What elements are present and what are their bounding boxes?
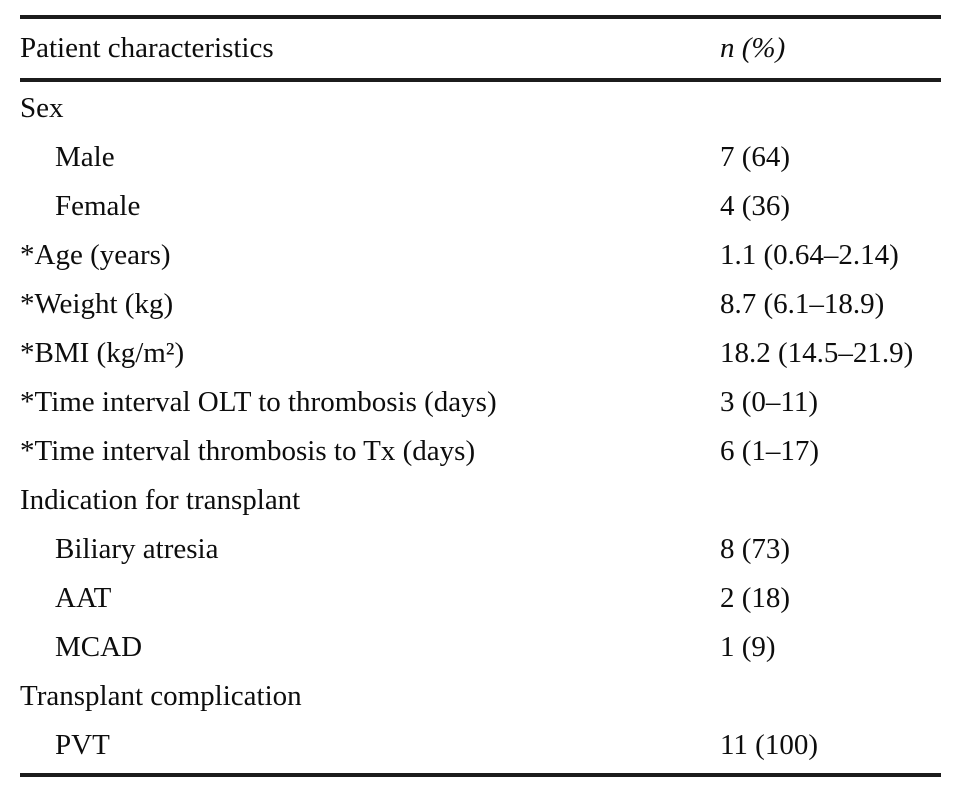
row-aat: AAT 2 (18) [20,574,941,623]
row-value: 1 (9) [720,631,776,663]
row-value: 8.7 (6.1–18.9) [720,288,885,320]
row-male: Male 7 (64) [20,133,941,182]
row-pvt: PVT 11 (100) [20,721,941,770]
top-rule [20,15,941,19]
row-label: MCAD [55,631,143,663]
row-age: *Age (years) 1.1 (0.64–2.14) [20,231,941,280]
row-label: *Weight (kg) [20,288,174,320]
row-value: 2 (18) [720,582,791,614]
row-label: *Time interval OLT to thrombosis (days) [20,386,497,418]
row-time-thrombosis-to-tx: *Time interval thrombosis to Tx (days) 6… [20,427,941,476]
row-label: Indication for transplant [20,484,301,516]
row-label: *BMI (kg/m²) [20,337,185,369]
row-label: *Time interval thrombosis to Tx (days) [20,435,476,467]
row-transplant-complication-group: Transplant complication [20,672,941,721]
row-label: Female [55,190,141,222]
row-bmi: *BMI (kg/m²) 18.2 (14.5–21.9) [20,329,941,378]
patient-characteristics-table: Patient characteristics n (%) Sex Male 7… [20,15,941,777]
row-value: 6 (1–17) [720,435,820,467]
row-label: *Age (years) [20,239,171,271]
header-col-characteristics: Patient characteristics [20,32,274,64]
row-value: 1.1 (0.64–2.14) [720,239,899,271]
row-sex-group: Sex [20,84,941,133]
row-label: Sex [20,92,64,124]
row-label: AAT [55,582,112,614]
header-col-n-percent: n (%) [720,32,786,64]
row-biliary-atresia: Biliary atresia 8 (73) [20,525,941,574]
row-mcad: MCAD 1 (9) [20,623,941,672]
row-time-olt-to-thrombosis: *Time interval OLT to thrombosis (days) … [20,378,941,427]
table-body: Sex Male 7 (64) Female 4 (36) *Age (year… [20,82,941,773]
row-value: 18.2 (14.5–21.9) [720,337,914,369]
row-value: 7 (64) [720,141,791,173]
row-value: 8 (73) [720,533,791,565]
row-label: Biliary atresia [55,533,219,565]
table-header-row: Patient characteristics n (%) [20,19,941,78]
row-value: 11 (100) [720,729,818,761]
header-rule [20,78,941,82]
row-label: PVT [55,729,110,761]
bottom-rule [20,773,941,777]
row-female: Female 4 (36) [20,182,941,231]
row-value: 4 (36) [720,190,791,222]
row-value: 3 (0–11) [720,386,818,418]
row-weight: *Weight (kg) 8.7 (6.1–18.9) [20,280,941,329]
row-indication-group: Indication for transplant [20,476,941,525]
row-label: Male [55,141,115,173]
row-label: Transplant complication [20,680,302,712]
